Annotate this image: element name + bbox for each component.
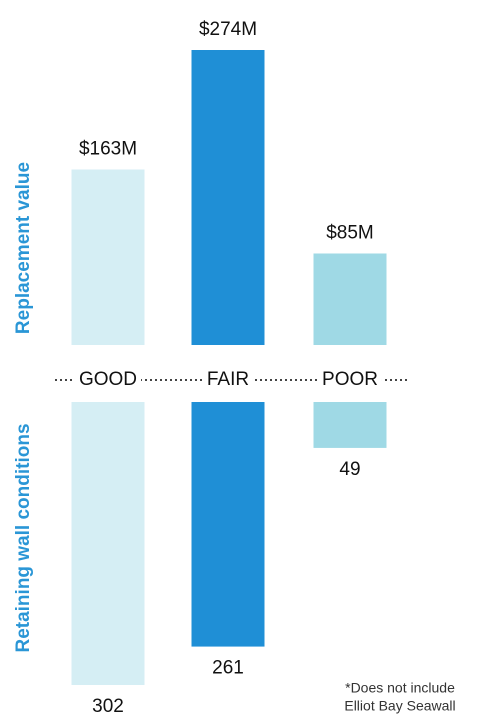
category-label: FAIR	[207, 369, 249, 390]
bar	[71, 402, 145, 685]
category-label: POOR	[322, 369, 378, 390]
note: Elliot Bay Seawall	[344, 698, 455, 714]
bar	[71, 169, 145, 345]
bar	[313, 402, 387, 448]
label-background	[202, 368, 254, 392]
value-label: $274M	[199, 19, 257, 40]
bar	[191, 402, 265, 647]
value-label: 49	[339, 459, 360, 480]
value-label: $163M	[79, 139, 137, 160]
bar	[313, 253, 387, 345]
label-background	[74, 368, 142, 392]
value-label: 261	[212, 658, 244, 679]
top-axis-label: Replacement value	[13, 162, 34, 334]
note: *Does not include	[345, 680, 455, 696]
bar	[191, 50, 265, 345]
value-label: $85M	[326, 223, 374, 244]
value-label: 302	[92, 696, 124, 715]
bottom-axis-label: Retaining wall conditions	[13, 423, 34, 652]
category-label: GOOD	[79, 369, 137, 390]
label-background	[318, 368, 382, 392]
